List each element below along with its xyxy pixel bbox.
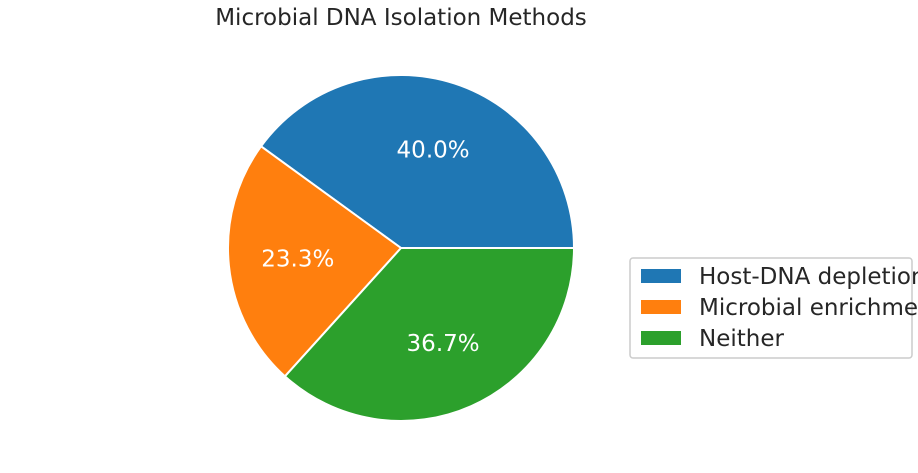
legend-label: Neither	[699, 326, 784, 352]
legend-label: Microbial enrichment	[699, 295, 918, 321]
legend-frame	[629, 257, 913, 359]
pie-slices	[227, 73, 575, 422]
slice-percent-label: 36.7%	[407, 331, 480, 357]
slice-percent-label: 40.0%	[397, 137, 470, 163]
chart-title: Microbial DNA Isolation Methods	[215, 5, 587, 31]
pie-slice-3	[283, 247, 575, 422]
legend-swatch	[641, 331, 681, 345]
legend-swatch	[641, 300, 681, 314]
pie-labels: 40.0% 23.3% 36.7%	[261, 137, 479, 357]
pie-slice-2	[227, 145, 402, 378]
slice-percent-label: 23.3%	[261, 247, 334, 273]
legend-label: Host-DNA depletion	[699, 264, 918, 290]
legend: Host-DNA depletion Microbial enrichment Ne…	[629, 257, 918, 359]
legend-swatch	[641, 269, 681, 283]
pie-slice-1	[260, 73, 575, 249]
